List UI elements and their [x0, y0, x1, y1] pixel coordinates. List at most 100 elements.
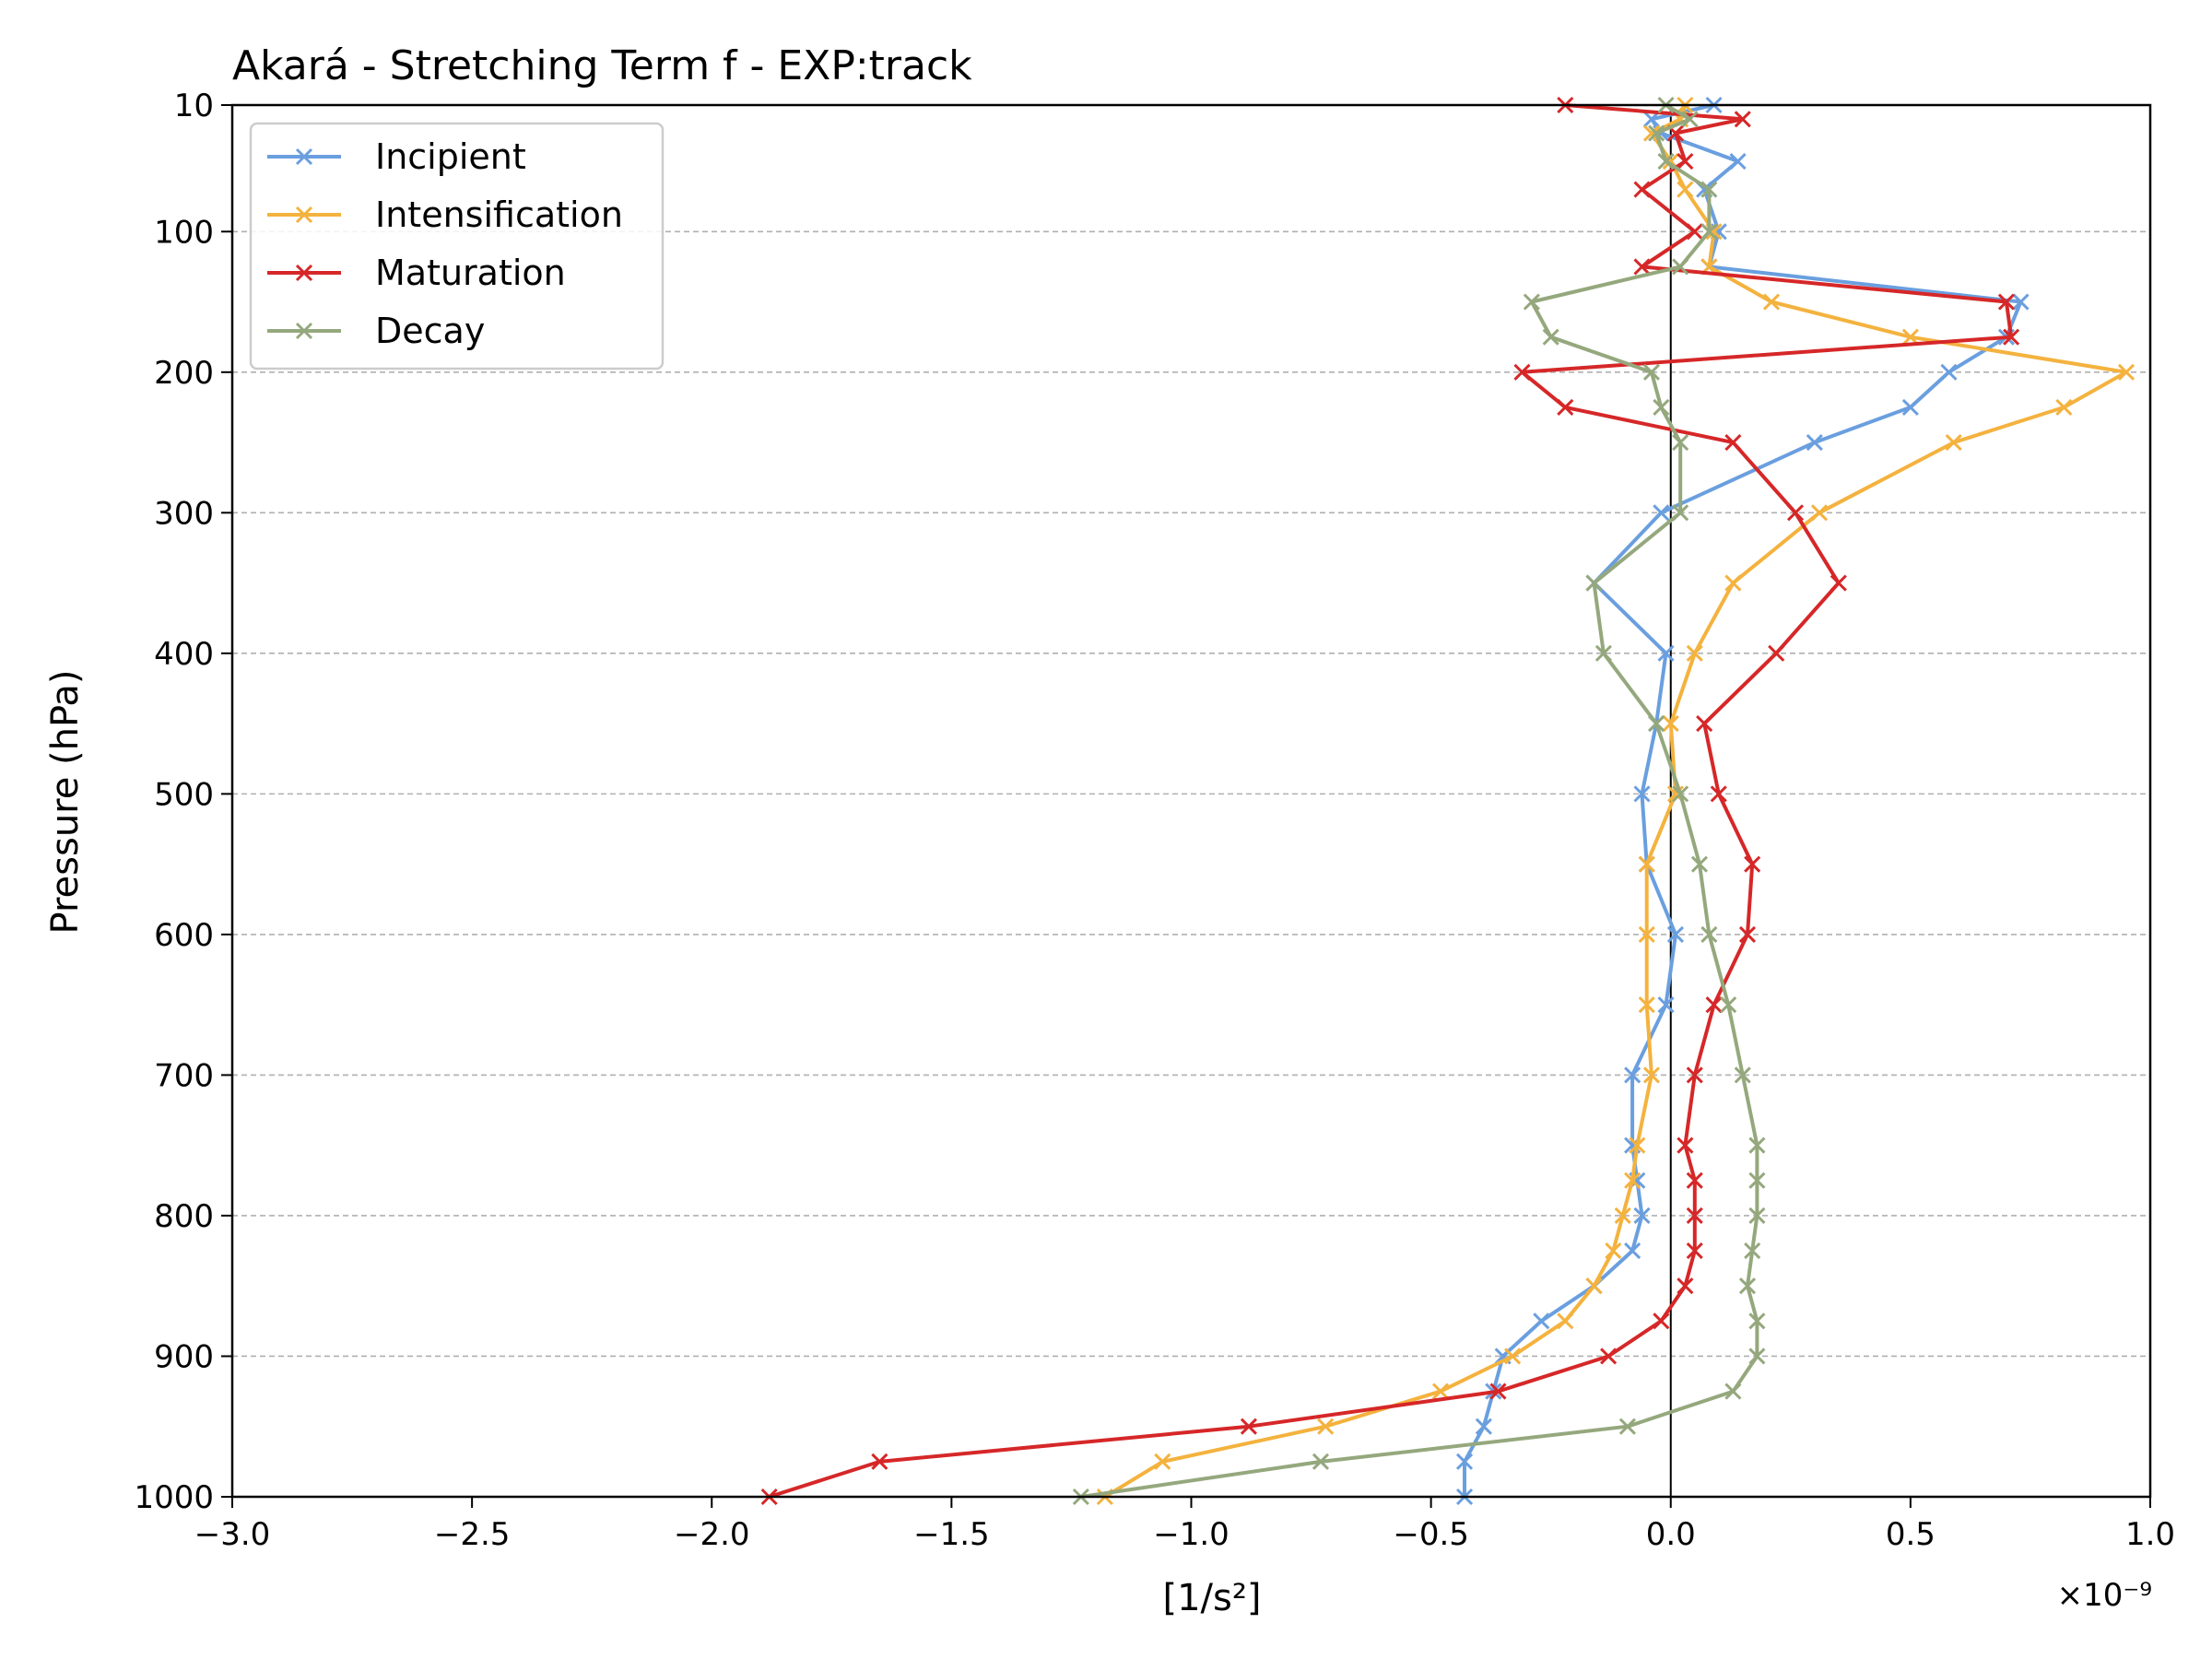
data-point — [1681, 111, 1699, 128]
legend-marker — [295, 264, 313, 282]
x-tick-label: 0.5 — [1886, 1516, 1936, 1553]
x-axis-ticks: −3.0 −2.5 −2.0 −1.5 −1.0 −0.5 0.0 0.5 1.0 — [194, 1497, 2175, 1553]
x-axis-title: [1/s²] — [1162, 1577, 1261, 1619]
data-point — [1700, 925, 1718, 943]
data-point — [1748, 1347, 1766, 1365]
data-point — [1513, 363, 1531, 381]
data-point — [1624, 1242, 1641, 1260]
data-point — [1542, 328, 1559, 346]
data-point — [1768, 644, 1785, 662]
data-point — [1686, 1171, 1703, 1189]
legend-items: Incipient Intensification Maturation Decay — [267, 136, 623, 351]
data-point — [1642, 111, 1661, 128]
data-point — [1724, 1382, 1742, 1400]
x-tick-label: −1.5 — [913, 1516, 990, 1553]
data-point — [1720, 996, 1737, 1014]
y-tick-label: 300 — [154, 495, 214, 532]
data-point — [1997, 293, 2015, 311]
data-point — [1312, 1453, 1330, 1470]
data-point — [1633, 181, 1651, 198]
data-point — [1901, 328, 1919, 346]
data-point — [1642, 1066, 1661, 1084]
y-tick-label: 400 — [154, 636, 214, 673]
y-tick-label: 800 — [154, 1198, 214, 1235]
legend-item-incipient: Incipient — [267, 136, 526, 177]
data-point — [1638, 996, 1655, 1014]
y-tick-label: 500 — [154, 776, 214, 813]
legend-label: Maturation — [375, 253, 566, 293]
y-tick-label: 900 — [154, 1338, 214, 1375]
data-point — [1653, 1312, 1670, 1330]
legend-label: Intensification — [375, 194, 623, 235]
legend-marker — [295, 206, 313, 224]
data-point — [1657, 152, 1675, 171]
data-point — [1762, 293, 1781, 311]
x-tick-label: −2.0 — [674, 1516, 750, 1553]
data-point — [1633, 1206, 1651, 1225]
data-point — [1648, 715, 1665, 733]
data-point — [1504, 1347, 1522, 1365]
data-point — [1945, 434, 1962, 452]
data-point — [1154, 1453, 1171, 1470]
data-point — [1734, 1066, 1751, 1084]
x-tick-label: 0.0 — [1646, 1516, 1696, 1553]
data-point — [1677, 1277, 1694, 1295]
data-point — [1686, 223, 1703, 241]
data-point — [1475, 1418, 1492, 1435]
data-point — [1618, 1418, 1636, 1435]
data-point — [1648, 124, 1665, 142]
data-point — [1786, 504, 1805, 522]
data-point — [1672, 785, 1689, 803]
data-point — [1523, 293, 1540, 311]
data-point — [1533, 1312, 1550, 1330]
chart-title: Akará - Stretching Term f - EXP:track — [232, 42, 972, 89]
legend-label: Incipient — [375, 136, 526, 177]
data-point — [1672, 258, 1689, 276]
data-point — [1585, 574, 1603, 592]
x-tick-label: −2.5 — [434, 1516, 511, 1553]
y-axis-ticks: 10 100 200 300 400 500 600 700 800 900 1000 — [134, 88, 232, 1516]
data-point — [1614, 1206, 1631, 1225]
x-tick-label: 1.0 — [2125, 1516, 2175, 1553]
data-point — [2012, 293, 2030, 311]
legend-item-intensification: Intensification — [267, 194, 623, 235]
y-tick-label: 10 — [174, 88, 214, 124]
data-point — [1624, 1171, 1641, 1189]
data-point — [1653, 504, 1670, 522]
data-point — [1744, 1242, 1761, 1260]
data-point — [1624, 1066, 1641, 1084]
data-point — [2055, 398, 2073, 416]
data-point — [1672, 434, 1689, 452]
data-point — [1629, 1136, 1646, 1154]
data-point — [1594, 644, 1612, 662]
data-point — [1672, 504, 1689, 522]
data-point — [1455, 1453, 1474, 1470]
data-point — [1738, 1277, 1757, 1295]
data-point — [1666, 925, 1685, 943]
data-point — [1600, 1347, 1618, 1365]
data-point — [1724, 574, 1742, 592]
data-point — [1657, 996, 1675, 1014]
data-point — [1901, 398, 1919, 416]
data-point — [1638, 855, 1655, 873]
data-point — [1686, 1206, 1703, 1225]
data-point — [1662, 715, 1679, 733]
data-point — [1744, 855, 1761, 873]
data-point — [1642, 363, 1661, 381]
data-point — [1810, 504, 1829, 522]
x-axis-scale-label: ×10⁻⁹ — [2057, 1577, 2152, 1614]
data-point — [1696, 715, 1713, 733]
y-axis-title: Pressure (hPa) — [44, 670, 87, 935]
y-tick-label: 200 — [154, 355, 214, 392]
y-tick-label: 1000 — [134, 1479, 214, 1516]
data-point — [1653, 398, 1670, 416]
data-point — [1705, 996, 1723, 1014]
data-point — [1489, 1382, 1507, 1400]
data-point — [1738, 925, 1757, 943]
data-point — [2003, 328, 2020, 346]
data-point — [1830, 574, 1847, 592]
data-point — [1724, 434, 1742, 452]
data-point — [1633, 785, 1651, 803]
data-point — [1700, 223, 1718, 241]
